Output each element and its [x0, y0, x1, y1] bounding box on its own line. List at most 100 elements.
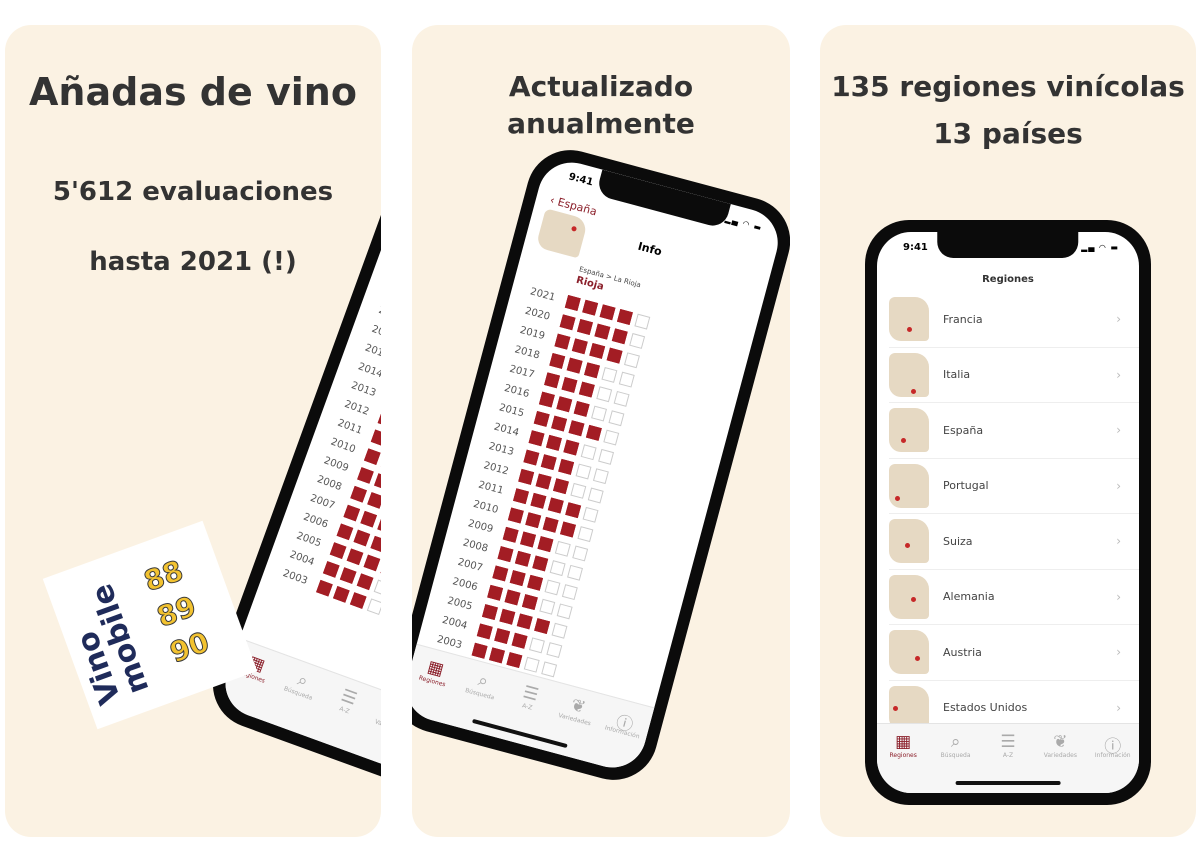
search-icon: ⌕: [475, 670, 491, 693]
rating-square: [634, 313, 651, 330]
rating-square: [340, 566, 357, 584]
region-row[interactable]: Austria ›: [889, 625, 1139, 681]
rating-square: [346, 547, 364, 565]
notch: [937, 232, 1079, 258]
rating-square: [556, 602, 573, 619]
region-list: Francia › Italia › España › Portugal › Suiza › Ale…: [877, 292, 1139, 736]
region-name: Suiza: [943, 534, 973, 548]
rating-square: [506, 651, 523, 668]
rating-square: [618, 371, 635, 388]
status-time: 9:41: [903, 242, 928, 253]
rating-square: [556, 395, 573, 412]
chevron-right-icon: ›: [1116, 645, 1121, 660]
rating-square: [353, 529, 371, 546]
until-year: hasta 2021 (!): [89, 247, 297, 277]
region-row[interactable]: Francia ›: [889, 292, 1139, 348]
rating-square: [522, 593, 538, 610]
tab-bsqueda[interactable]: ⌕ Búsqueda: [929, 732, 981, 793]
headline: Añadas de vino: [29, 70, 357, 114]
rating-square: [323, 560, 340, 578]
rating-square: [562, 583, 578, 600]
region-map-thumbnail: [889, 630, 929, 675]
tab-variedades[interactable]: ❦Variedades: [1034, 732, 1086, 793]
rating-square: [617, 308, 634, 325]
region-row[interactable]: Alemania ›: [889, 570, 1139, 625]
tab-regiones[interactable]: ▦ Regiones: [877, 732, 929, 793]
rating-square: [487, 584, 504, 601]
panel-regions: 135 regiones vinícolas 13 países 9:41 ▂▄…: [820, 25, 1196, 837]
rating-square: [554, 540, 571, 557]
phone-regions: 9:41 ▂▄ ◠ ▬ Regiones Francia › Italia › Espa…: [865, 220, 1151, 805]
rating-square: [515, 550, 531, 567]
rating-square: [551, 415, 568, 432]
headline: Actualizado: [508, 70, 694, 103]
rating-square: [624, 351, 641, 368]
rating-square: [544, 578, 561, 595]
region-map-thumbnail: [889, 463, 929, 508]
rating-square: [575, 463, 592, 480]
rating-square: [554, 333, 571, 350]
info-icon: ⓘ: [1104, 737, 1122, 757]
tab-label: Información: [1094, 752, 1131, 759]
rating-square: [582, 299, 599, 316]
rating-square: [502, 526, 519, 543]
region-row[interactable]: Italia ›: [889, 348, 1139, 403]
region-name: Francia: [943, 312, 983, 326]
rating-square: [591, 405, 608, 422]
tab-label: Búsqueda: [940, 752, 971, 759]
notch: [595, 169, 731, 230]
rating-square: [534, 617, 551, 634]
tab-az[interactable]: ☰ A-Z: [982, 732, 1034, 793]
vintage-list: 2021202020192018201720162015201420132012…: [262, 219, 381, 626]
tab-label: Variedades: [373, 718, 381, 737]
headline-2: anualmente: [507, 107, 695, 140]
tab-label: Variedades: [1043, 752, 1077, 759]
rating-square: [350, 591, 367, 609]
rating-square: [374, 472, 381, 490]
rating-square: [356, 572, 374, 590]
tab-informacin[interactable]: ⓘ Información: [1087, 732, 1139, 793]
rating-square: [568, 419, 585, 436]
region-row[interactable]: Portugal ›: [889, 459, 1139, 514]
home-indicator: [955, 781, 1061, 785]
rating-square: [513, 487, 530, 504]
region-row[interactable]: Estados Unidos ›: [889, 681, 1139, 736]
chevron-right-icon: ›: [1116, 312, 1121, 327]
region-row[interactable]: España ›: [889, 403, 1139, 459]
rating-square: [363, 554, 381, 571]
rating-square: [520, 531, 537, 547]
chevron-right-icon: ›: [1116, 534, 1121, 549]
panel-vintages: Añadas de vino 5'612 evaluaciones hasta …: [5, 25, 381, 837]
tab-label: A-Z: [521, 702, 533, 712]
rating-square: [598, 448, 615, 465]
rating-square: [613, 390, 630, 407]
status-icons: ▂▄ ◠ ▬: [1081, 243, 1119, 252]
rating-square: [497, 545, 514, 562]
rating-square: [336, 523, 354, 540]
rating-square: [516, 612, 533, 629]
phone-detail: 9:41 ▂▄ ◠ ▬ ‹ España Info España > La Ri…: [412, 140, 790, 790]
rating-square: [594, 323, 611, 340]
panel-updated: Actualizado anualmente 9:41 ▂▄ ◠ ▬ ‹ Esp…: [412, 25, 790, 837]
tab-label: A-Z: [1002, 752, 1014, 759]
region-row[interactable]: Suiza ›: [889, 514, 1139, 570]
rating-square: [533, 410, 550, 427]
rating-square: [494, 627, 511, 644]
rating-square: [476, 622, 493, 639]
rating-square: [539, 391, 555, 408]
rating-square: [582, 506, 599, 523]
rating-square: [565, 501, 582, 518]
rating-square: [489, 646, 506, 663]
ratings-count: 5'612 evaluaciones: [52, 177, 334, 207]
headline: 135 regiones vinícolas: [831, 70, 1185, 103]
rating-square: [559, 313, 576, 330]
rating-square: [573, 400, 590, 417]
rating-square: [333, 585, 350, 603]
rating-square: [528, 429, 545, 446]
rating-square: [370, 535, 381, 553]
rating-square: [482, 603, 499, 620]
chevron-right-icon: ›: [1116, 367, 1121, 382]
rating-square: [601, 366, 618, 383]
rating-square: [350, 485, 368, 503]
rating-square: [504, 588, 521, 605]
